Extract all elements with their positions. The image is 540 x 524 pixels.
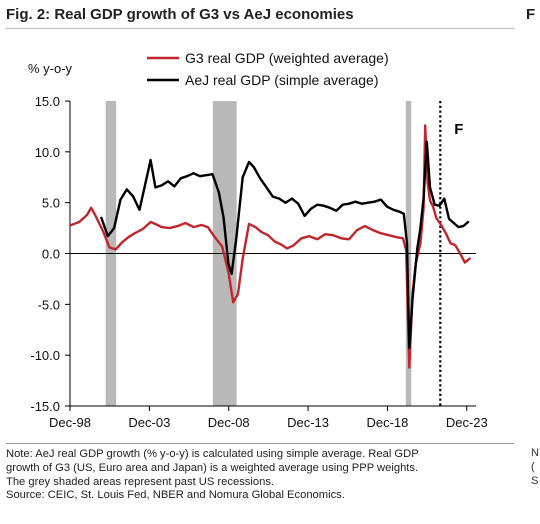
gdp-growth-chart: 15.0 10.0 5.0 0.0 -5.0 -10.0 -15.0 Dec-98 Dec-0… xyxy=(28,50,488,430)
y-tick-label: 5.0 xyxy=(42,196,60,211)
note-line-1: Note: AeJ real GDP growth (% y-o-y) is c… xyxy=(6,448,419,460)
clipped-adjacent-title: F xyxy=(526,6,536,23)
note-line-2: growth of G3 (US, Euro area and Japan) i… xyxy=(6,461,419,474)
clipped-note-letter-1: N xyxy=(531,447,539,459)
y-tick-label: -15.0 xyxy=(30,399,60,414)
x-tick-label: Dec-23 xyxy=(446,415,488,430)
series-line-g3 xyxy=(70,124,471,369)
y-tick-label: 10.0 xyxy=(35,145,60,160)
x-tick-label: Dec-08 xyxy=(208,415,250,430)
notes-block: Note: AeJ real GDP growth (% y-o-y) is c… xyxy=(6,448,510,503)
x-tick-label: Dec-03 xyxy=(128,415,170,430)
legend-label-g3: G3 real GDP (weighted average) xyxy=(185,50,389,66)
chart-title: Fig. 2: Real GDP growth of G3 vs AeJ eco… xyxy=(6,6,354,23)
series-lines xyxy=(70,124,471,369)
forecast-label: F xyxy=(454,121,463,138)
source-line: Source: CEIC, St. Louis Fed, NBER and No… xyxy=(6,489,345,502)
y-tick-label: 0.0 xyxy=(42,247,60,262)
y-axis-label: % y-o-y xyxy=(28,61,73,76)
series-line-aej xyxy=(100,140,470,350)
notes-divider xyxy=(6,443,514,444)
y-tick-label: -5.0 xyxy=(38,297,60,312)
clipped-note-letter-2: ( xyxy=(531,460,535,473)
y-axis-ticks: 15.0 10.0 5.0 0.0 -5.0 -10.0 -15.0 xyxy=(30,94,70,414)
x-tick-label: Dec-13 xyxy=(287,415,329,430)
clipped-note-letter-3: S xyxy=(531,474,539,487)
x-tick-label: Dec-18 xyxy=(366,415,408,430)
legend: G3 real GDP (weighted average) AeJ real G… xyxy=(147,50,389,88)
x-axis-ticks: Dec-98 Dec-03 Dec-08 Dec-13 Dec-18 Dec-23 xyxy=(49,406,488,430)
clipped-adjacent-notes: N ( S xyxy=(531,447,539,488)
title-divider xyxy=(6,28,514,29)
note-line-3: The grey shaded areas represent past US … xyxy=(6,475,275,488)
y-tick-label: 15.0 xyxy=(35,94,60,109)
x-tick-label: Dec-98 xyxy=(49,415,91,430)
y-tick-label: -10.0 xyxy=(30,348,60,363)
legend-label-aej: AeJ real GDP (simple average) xyxy=(185,72,378,88)
